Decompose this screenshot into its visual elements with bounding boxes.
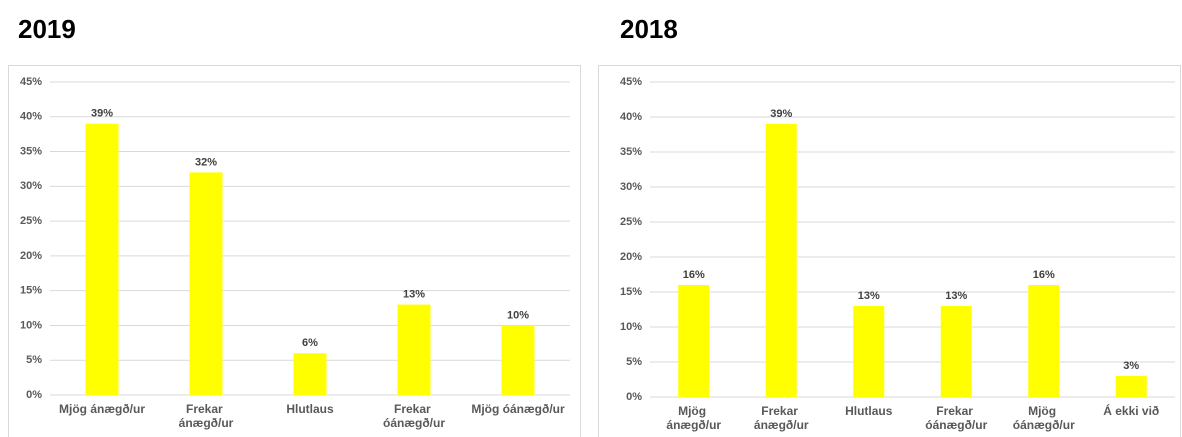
y-tick-label: 25% — [620, 216, 642, 228]
data-label: 6% — [302, 337, 318, 349]
data-label: 13% — [403, 288, 425, 300]
x-tick-label-line: ánægð/ur — [666, 418, 721, 432]
x-tick-label-line: óánægð/ur — [1013, 418, 1075, 432]
data-label: 39% — [91, 108, 113, 120]
x-tick-label-line: Frekar — [394, 402, 434, 416]
x-tick-label: Frekar ánægð/ur — [754, 404, 809, 432]
bar — [501, 325, 535, 395]
x-tick-label: Frekar ánægð/ur — [179, 402, 234, 430]
x-tick-label-line: Frekar — [761, 404, 801, 418]
x-tick-label-line: ánægð/ur — [754, 418, 809, 432]
data-label: 3% — [1123, 360, 1139, 372]
y-tick-label: 10% — [20, 319, 42, 331]
y-tick-label: 5% — [26, 354, 42, 366]
y-tick-label: 30% — [620, 181, 642, 193]
x-tick-label: Hlutlaus — [286, 402, 334, 416]
x-tick-label: Mjög óánægð/ur — [1013, 404, 1075, 432]
y-tick-label: 15% — [620, 286, 642, 298]
data-label: 16% — [1033, 269, 1055, 281]
x-tick-label: Mjög ánægð/ur — [666, 404, 721, 432]
y-tick-label: 15% — [20, 285, 42, 297]
x-tick-label: Frekar óánægð/ur — [383, 402, 445, 430]
x-tick-label: Mjög óánægð/ur — [471, 402, 565, 416]
data-label: 39% — [770, 108, 792, 120]
x-tick-label: Mjög ánægð/ur — [59, 402, 145, 416]
chart-title: 2018 — [620, 14, 678, 44]
bar — [1115, 376, 1147, 397]
data-label: 32% — [195, 156, 217, 168]
x-tick-label-line: óánægð/ur — [383, 416, 445, 430]
y-tick-label: 35% — [620, 146, 642, 158]
chart-title: 2019 — [18, 14, 76, 44]
x-tick-label: Frekar óánægð/ur — [925, 404, 987, 432]
y-tick-label: 5% — [626, 356, 642, 368]
y-tick-label: 25% — [20, 215, 42, 227]
y-tick-label: 45% — [20, 76, 42, 88]
x-tick-label: Á ekki við — [1103, 403, 1159, 418]
bar — [189, 172, 223, 395]
x-tick-label-line: Frekar — [936, 404, 976, 418]
bar — [853, 306, 885, 397]
x-tick-label-line: Frekar — [186, 402, 226, 416]
data-label: 10% — [507, 309, 529, 321]
bar — [765, 124, 797, 397]
bar — [397, 304, 431, 395]
y-tick-label: 20% — [20, 250, 42, 262]
bar — [293, 353, 327, 395]
data-label: 16% — [683, 269, 705, 281]
x-tick-label-line: óánægð/ur — [925, 418, 987, 432]
y-tick-label: 20% — [620, 251, 642, 263]
y-tick-label: 35% — [20, 145, 42, 157]
y-tick-label: 0% — [626, 391, 642, 403]
x-tick-label-line: ánægð/ur — [179, 416, 234, 430]
y-tick-label: 0% — [26, 389, 42, 401]
data-label: 13% — [858, 290, 880, 302]
y-tick-label: 40% — [20, 111, 42, 123]
bar — [678, 285, 710, 397]
x-tick-label-line: Mjög — [678, 404, 709, 418]
y-tick-label: 30% — [20, 180, 42, 192]
data-label: 13% — [945, 290, 967, 302]
bar — [1028, 285, 1060, 397]
x-tick-label: Hlutlaus — [845, 404, 893, 418]
x-tick-label-line: Mjög — [1028, 404, 1059, 418]
y-tick-label: 10% — [620, 321, 642, 333]
y-tick-label: 45% — [620, 76, 642, 88]
bar — [85, 123, 119, 395]
bar — [940, 306, 972, 397]
y-tick-label: 40% — [620, 111, 642, 123]
